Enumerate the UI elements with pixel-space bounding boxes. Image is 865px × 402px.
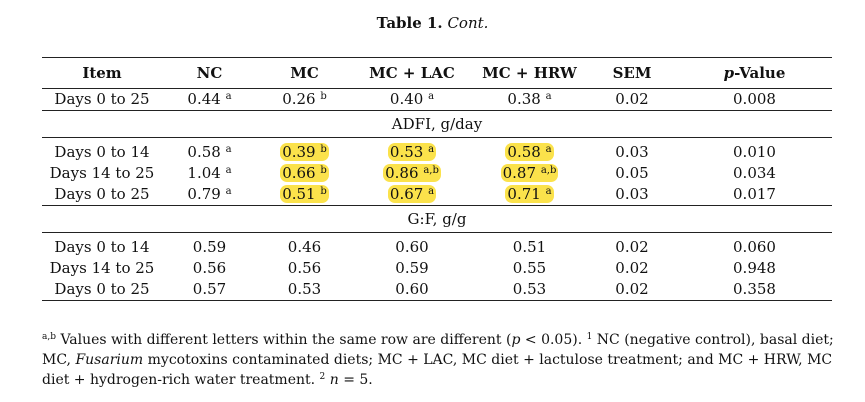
cell-p: 0.008 [733,90,776,108]
cell-mc-lac: 0.59 [395,259,429,277]
cell-sem: 0.03 [615,143,649,161]
cell-p: 0.034 [733,164,776,182]
header-mc-hrw: MC + HRW [482,63,577,82]
cell-item: Days 0 to 25 [54,185,150,203]
cell-nc: 0.57 [192,280,227,298]
highlight: 0.87 a,b [500,164,559,182]
cell-p: 0.948 [733,259,776,277]
header-item: Item [82,63,122,82]
cell-item: Days 14 to 25 [49,164,155,182]
cell-item: Days 0 to 25 [54,90,150,108]
table-caption-label: Table 1. [376,14,443,32]
cell-nc: 0.58 a [187,143,232,161]
table-row: Days 14 to 25 1.04 a 0.66 b 0.86 a,b 0.8… [42,163,832,184]
cell-sem: 0.02 [615,259,649,277]
highlight: 0.51 b [280,185,329,203]
cell-mc-hrw: 0.51 [512,238,547,256]
cell-item: Days 0 to 25 [54,280,150,298]
section-title-row: G:F, g/g [42,206,832,233]
cell-mc-lac: 0.60 [395,280,429,298]
cell-nc: 0.44 a [187,90,232,108]
header-row: Item NC MC MC + LAC MC + HRW SEM p-Value [42,57,832,89]
cell-mc-hrw: 0.58 a [472,138,587,164]
highlight: 0.58 a [505,143,554,161]
header-p-text: -Value [734,63,786,82]
cell-p: 0.017 [733,185,776,203]
section-title-row: ADFI, g/day [42,111,832,138]
cell-nc: 0.79 a [187,185,232,203]
cell-item: Days 14 to 25 [49,259,155,277]
cell-mc: 0.53 [287,280,322,298]
cell-mc-lac: 0.86 a,b [352,163,472,184]
cell-mc-hrw: 0.71 a [472,184,587,206]
cell-nc: 0.56 [192,259,227,277]
highlight: 0.67 a [387,185,437,203]
section-title: ADFI, g/day [391,114,483,133]
cell-p: 0.010 [733,143,776,161]
table-caption-cont: Cont. [447,14,489,32]
table-caption: Table 1. Cont. [0,14,865,32]
cell-nc: 0.59 [192,238,227,256]
table-row: Days 0 to 25 0.44 a 0.26 b 0.40 a 0.38 a… [42,89,832,111]
cell-mc-lac: 0.60 [395,238,429,256]
cell-sem: 0.05 [615,164,649,182]
cell-mc-lac: 0.67 a [352,184,472,206]
cell-sem: 0.02 [615,90,649,108]
table-row: Days 0 to 14 0.59 0.46 0.60 0.51 0.02 0.… [42,233,832,259]
highlight: 0.71 a [505,185,554,203]
cell-mc-hrw: 0.38 a [507,90,552,108]
cell-mc-hrw: 0.87 a,b [472,163,587,184]
table-row: Days 0 to 14 0.58 a 0.39 b 0.53 a 0.58 a… [42,138,832,164]
table-row: Days 14 to 25 0.56 0.56 0.59 0.55 0.02 0… [42,258,832,279]
cell-mc: 0.51 b [257,184,352,206]
header-mc-lac: MC + LAC [369,63,455,82]
header-mc: MC [290,63,319,82]
cell-mc: 0.26 b [282,90,327,108]
table-row: Days 0 to 25 0.79 a 0.51 b 0.67 a 0.71 a… [42,184,832,206]
cell-mc: 0.39 b [257,138,352,164]
header-sem: SEM [612,63,652,82]
cell-item: Days 0 to 14 [54,143,150,161]
cell-p: 0.358 [733,280,776,298]
table-footnote: a,b Values with different letters within… [42,332,834,388]
cell-sem: 0.02 [615,238,649,256]
header-p-letter: p [723,63,735,82]
header-p-value: p-Value [677,58,832,89]
data-table: Item NC MC MC + LAC MC + HRW SEM p-Value… [42,57,832,301]
cell-sem: 0.03 [615,185,649,203]
cell-mc: 0.46 [287,238,322,256]
highlight: 0.66 b [280,164,329,182]
table-row: Days 0 to 25 0.57 0.53 0.60 0.53 0.02 0.… [42,279,832,301]
cell-p: 0.060 [733,238,776,256]
highlight: 0.39 b [280,143,329,161]
cell-sem: 0.02 [615,280,649,298]
cell-mc: 0.56 [287,259,322,277]
cell-mc-lac: 0.40 a [389,90,435,108]
cell-mc: 0.66 b [257,163,352,184]
cell-item: Days 0 to 14 [54,238,150,256]
cell-mc-lac: 0.53 a [352,138,472,164]
cell-nc: 1.04 a [187,164,232,182]
cell-mc-hrw: 0.55 [512,259,547,277]
cell-mc-hrw: 0.53 [512,280,547,298]
highlight: 0.86 a,b [383,164,441,182]
section-title: G:F, g/g [407,209,467,228]
header-nc: NC [196,63,223,82]
highlight: 0.53 a [387,143,437,161]
